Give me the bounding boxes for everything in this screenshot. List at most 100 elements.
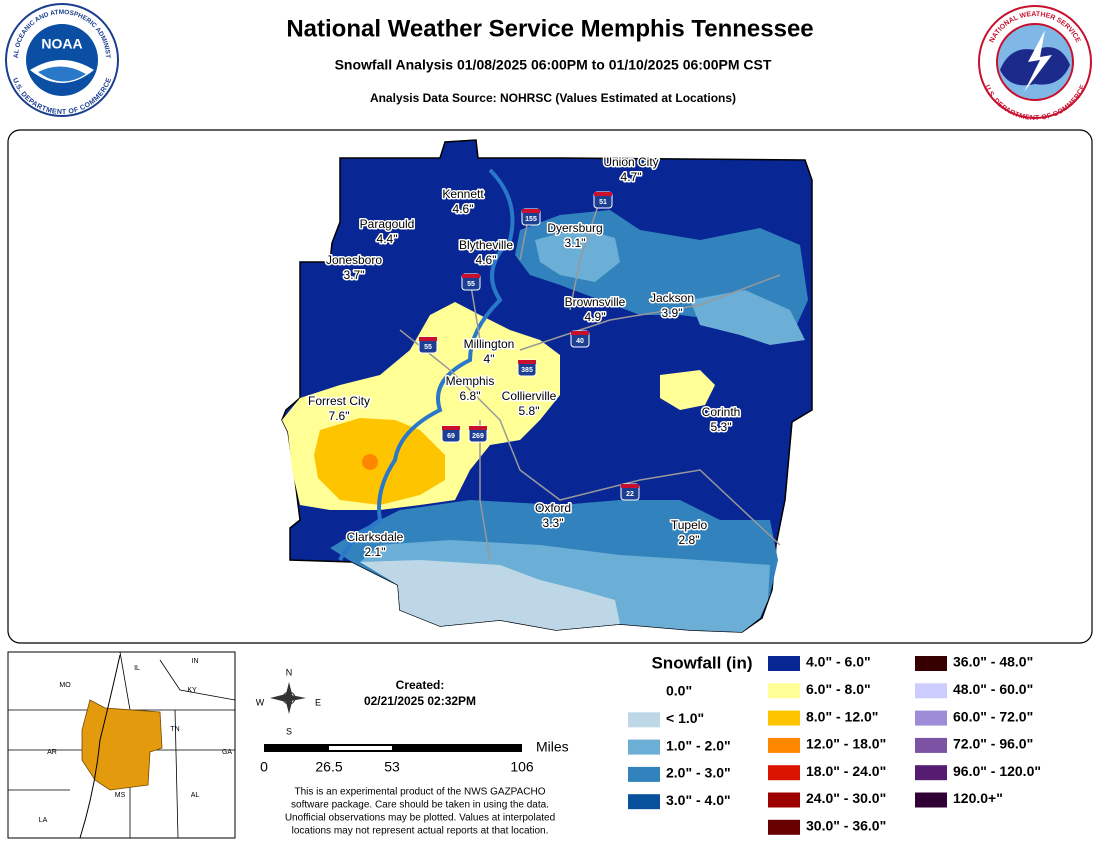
city-value: 3.1" (565, 236, 586, 250)
legend-label: 24.0" - 30.0" (806, 790, 886, 806)
scale-tick-label: 0 (260, 759, 268, 775)
subtitle: Snowfall Analysis 01/08/2025 06:00PM to … (335, 57, 772, 73)
city-name: Tupelo (671, 518, 708, 532)
state-label: IN (192, 658, 199, 665)
legend-label: 96.0" - 120.0" (953, 763, 1041, 779)
city-name: Corinth (702, 405, 741, 419)
highway-shield-top (469, 426, 487, 430)
legend-label: 2.0" - 3.0" (666, 765, 731, 781)
legend-label: 72.0" - 96.0" (953, 736, 1033, 752)
compass-w: W (256, 697, 265, 707)
city-name: Forrest City (308, 394, 370, 408)
legend-swatch (768, 737, 800, 753)
highway-shield-top (462, 274, 480, 278)
city-name: Blytheville (459, 238, 513, 252)
legend-swatch (915, 737, 947, 753)
compass-s: S (286, 726, 292, 736)
legend-swatch (768, 710, 800, 726)
city-name: Union City (603, 155, 658, 169)
highway-shield-top (522, 209, 540, 213)
legend-swatch (915, 656, 947, 671)
city-name: Jonesboro (326, 253, 382, 267)
legend-swatch (628, 712, 660, 728)
legend-swatch (768, 765, 800, 781)
highway-shield-top (419, 337, 437, 341)
city-value: 4.9" (585, 310, 606, 324)
city-value: 2.8" (679, 533, 700, 547)
city-value: 5.3" (711, 420, 732, 434)
highway-shield-top (442, 426, 460, 430)
highway-number: 385 (521, 367, 533, 374)
legend-label: 120.0+" (953, 790, 1003, 806)
compass-e: E (315, 697, 321, 707)
highway-number: 51 (599, 199, 607, 206)
disclaimer-line: This is an experimental product of the N… (294, 787, 545, 798)
legend-swatch (628, 794, 660, 810)
city-name: Jackson (650, 291, 694, 305)
compass-n: N (286, 667, 293, 677)
disclaimer-line: software package. Care should be taken i… (291, 800, 549, 811)
city-value: 3.7" (344, 268, 365, 282)
legend-swatch (628, 685, 660, 700)
created-date: 02/21/2025 02:32PM (364, 694, 476, 708)
state-label: LA (39, 817, 48, 824)
created-label: Created: (396, 678, 445, 692)
city-value: 4.6" (476, 253, 497, 267)
legend-swatch (768, 792, 800, 808)
legend-label: < 1.0" (666, 710, 704, 726)
state-label: TN (170, 726, 179, 733)
nws-logo: NATIONAL WEATHER SERVICE U.S. DEPARTMENT… (978, 5, 1092, 122)
highway-shield-top (621, 484, 639, 488)
city-value: 5.8" (519, 404, 540, 418)
city-value: 3.3" (543, 516, 564, 530)
inset-map (7, 651, 236, 839)
city-name: Millington (464, 337, 515, 351)
highway-number: 55 (467, 281, 475, 288)
highway-number: 269 (472, 433, 484, 440)
highway-shield-top (571, 331, 589, 335)
scale-tick-label: 106 (510, 759, 534, 775)
legend-label: 3.0" - 4.0" (666, 792, 731, 808)
city-value: 7.6" (329, 409, 350, 423)
legend-swatch (628, 739, 660, 755)
city-name: Kennett (442, 187, 484, 201)
city-name: Clarksdale (347, 530, 404, 544)
disclaimer-line: Unofficial observations may be plotted. … (285, 813, 555, 824)
city-value: 4.7" (621, 170, 642, 184)
highway-number: 40 (576, 338, 584, 345)
legend-label: 48.0" - 60.0" (953, 681, 1033, 697)
city-name: Memphis (446, 374, 495, 388)
scale-unit: Miles (536, 739, 569, 755)
city-value: 4" (484, 352, 495, 366)
legend-swatch (768, 683, 800, 699)
legend-title: Snowfall (in) (651, 653, 752, 672)
highway-number: 155 (525, 216, 537, 223)
legend-label: 8.0" - 12.0" (806, 708, 878, 724)
city-name: Paragould (360, 217, 415, 231)
state-label: MO (59, 682, 71, 689)
legend-swatch (628, 766, 660, 782)
city-value: 6.8" (460, 389, 481, 403)
highway-number: 69 (447, 433, 455, 440)
city-value: 2.1" (365, 545, 386, 559)
legend-label: 60.0" - 72.0" (953, 708, 1033, 724)
legend-swatch (915, 765, 947, 781)
state-label: KY (187, 687, 197, 694)
title: National Weather Service Memphis Tenness… (286, 15, 813, 42)
snowfall-map (281, 139, 813, 633)
state-label: GA (222, 749, 232, 756)
state-label: AR (47, 749, 57, 756)
highway-shield-top (594, 192, 612, 196)
legend-label: 36.0" - 48.0" (953, 654, 1033, 670)
noaa-name: NOAA (41, 36, 82, 52)
city-value: 4.4" (377, 232, 398, 246)
legend-swatch (915, 710, 947, 726)
source: Analysis Data Source: NOHRSC (Values Est… (370, 91, 736, 105)
city-name: Dyersburg (547, 221, 602, 235)
scale-tick-label: 53 (384, 759, 400, 775)
highway-number: 55 (424, 344, 432, 351)
city-value: 3.9" (662, 306, 683, 320)
compass: N S E W (256, 667, 321, 736)
legend-swatch (915, 683, 947, 699)
